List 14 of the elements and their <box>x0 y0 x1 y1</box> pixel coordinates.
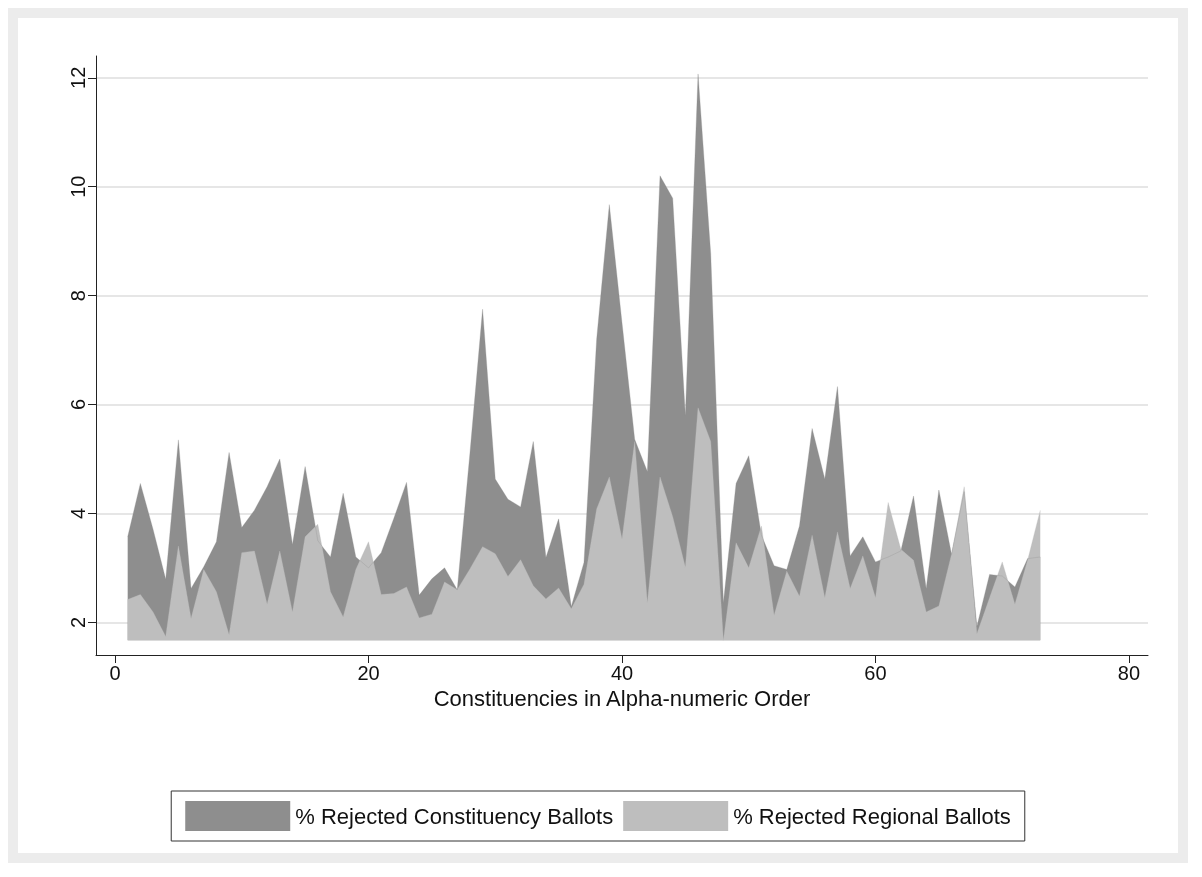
y-tick-label: 10 <box>67 175 89 198</box>
y-tick-label: 8 <box>67 290 89 302</box>
legend-label: % Rejected Constituency Ballots <box>295 803 614 829</box>
y-tick-label: 2 <box>67 616 89 628</box>
x-tick-label: 40 <box>610 662 634 684</box>
x-tick-label: 20 <box>357 662 380 684</box>
y-tick-label: 4 <box>67 507 89 519</box>
x-tick-label: 0 <box>109 662 121 684</box>
x-axis-title: Constituencies in Alpha-numeric Order <box>433 686 811 712</box>
x-tick-label: 80 <box>1117 662 1141 684</box>
legend-label: % Rejected Regional Ballots <box>733 803 1011 829</box>
y-tick-label: 12 <box>67 66 89 89</box>
y-tick-label: 6 <box>67 398 89 411</box>
x-tick-label: 60 <box>864 662 887 684</box>
